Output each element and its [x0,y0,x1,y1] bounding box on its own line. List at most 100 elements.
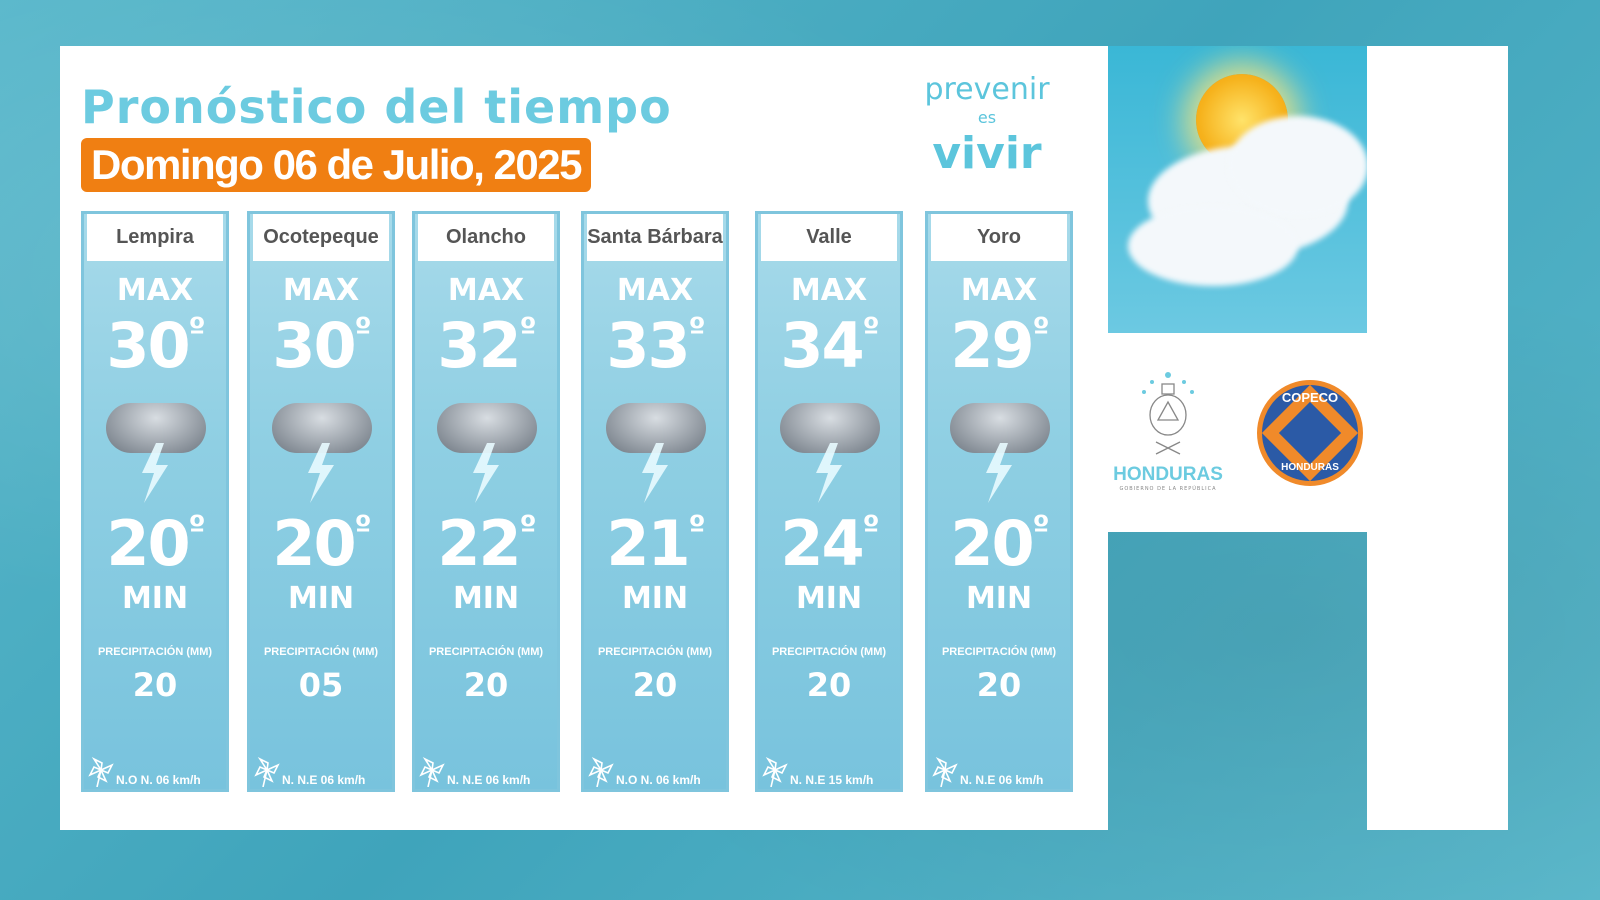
thunderstorm-cloud-icon [928,383,1070,507]
degree: º [354,510,372,545]
precip-value: 20 [632,666,678,704]
precip-label: PRECIPITACIÓN (MM) [597,646,713,658]
max-temp: 34º [758,309,900,383]
wind-text: N.O N. 06 km/h [616,773,701,787]
precip-value: 20 [976,666,1022,704]
min-temp: 21º [584,507,726,581]
date-banner: Domingo 06 de Julio, 2025 [81,138,591,192]
white-bar [1367,46,1508,830]
max-label: MAX [447,273,525,308]
precip-label: PRECIPITACIÓN (MM) [428,646,544,658]
brand-line2: es [977,108,997,127]
forecast-card: Valle MAX 34º 24º MIN PRECIPITACIÓN (MM)… [755,211,903,792]
pinwheel-icon [88,757,114,787]
wind-text: N.O N. 06 km/h [116,773,201,787]
max-temp: 32º [415,309,557,383]
wind-info: N. N.E 15 km/h [762,757,873,787]
max-label: MAX [282,273,360,308]
pinwheel-icon [932,757,958,787]
min-label: MIN [965,581,1033,616]
max-temp: 30º [84,309,226,383]
wind-text: N. N.E 06 km/h [282,773,366,787]
wind-info: N. N.E 06 km/h [932,757,1043,787]
department-name: Ocotepeque [253,214,389,261]
forecast-card: Ocotepeque MAX 30º 20º MIN PRECIPITACIÓN… [247,211,395,792]
forecast-card: Olancho MAX 32º 22º MIN PRECIPITACIÓN (M… [412,211,560,792]
wind-text: N. N.E 06 km/h [960,773,1044,787]
min-value: 24 [780,507,864,580]
min-value: 20 [272,507,356,580]
min-value: 20 [950,507,1034,580]
degree: º [688,510,706,545]
precip-value: 20 [463,666,509,704]
thunderstorm-cloud-icon [584,383,726,507]
coat-of-arms-icon [1142,372,1194,455]
min-label: MIN [287,581,355,616]
wind-info: N.O N. 06 km/h [88,757,201,787]
max-label: MAX [616,273,694,308]
degree: º [354,312,372,347]
department-name: Santa Bárbara [587,214,723,261]
thunderstorm-cloud-icon [250,383,392,507]
precip-value: 20 [132,666,178,704]
min-label: MIN [795,581,863,616]
min-temp: 22º [415,507,557,581]
page-title: Pronóstico del tiempo [81,80,672,134]
max-temp: 33º [584,309,726,383]
precip-value: 20 [806,666,852,704]
department-name: Valle [761,214,897,261]
min-label: MIN [452,581,520,616]
min-label: MIN [621,581,689,616]
max-temp: 29º [928,309,1070,383]
thunderstorm-cloud-icon [415,383,557,507]
pinwheel-icon [588,757,614,787]
max-label: MAX [790,273,868,308]
min-temp: 24º [758,507,900,581]
max-value: 30 [272,309,356,382]
honduras-logo-text: HONDURAS [1113,464,1223,485]
degree: º [1032,312,1050,347]
honduras-government-logo: HONDURAS GOBIERNO DE LA REPÚBLICA [1108,370,1228,493]
degree: º [519,510,537,545]
max-value: 29 [950,309,1034,382]
degree: º [1032,510,1050,545]
max-temp: 30º [250,309,392,383]
min-temp: 20º [928,507,1070,581]
precip-label: PRECIPITACIÓN (MM) [941,646,1057,658]
min-value: 22 [437,507,521,580]
prevenir-es-vivir-logo: prevenir es vivir [912,72,1062,180]
precip-label: PRECIPITACIÓN (MM) [263,646,379,658]
sun-cloud-image [1108,46,1367,333]
honduras-logo-subtext: GOBIERNO DE LA REPÚBLICA [1119,486,1217,492]
min-temp: 20º [250,507,392,581]
department-name: Lempira [87,214,223,261]
degree: º [519,312,537,347]
pinwheel-icon [762,757,788,787]
wind-info: N. N.E 06 km/h [419,757,530,787]
thunderstorm-cloud-icon [758,383,900,507]
forecast-card: Santa Bárbara MAX 33º 21º MIN PRECIPITAC… [581,211,729,792]
max-value: 33 [606,309,690,382]
max-label: MAX [116,273,194,308]
brand-line3: vivir [932,128,1042,179]
brand-line1: prevenir [924,72,1050,107]
pinwheel-icon [254,757,280,787]
department-name: Olancho [418,214,554,261]
max-value: 30 [106,309,190,382]
precip-label: PRECIPITACIÓN (MM) [97,646,213,658]
max-value: 32 [437,309,521,382]
degree: º [862,510,880,545]
degree: º [188,510,206,545]
min-value: 21 [606,507,690,580]
thunderstorm-cloud-icon [84,383,226,507]
forecast-card: Yoro MAX 29º 20º MIN PRECIPITACIÓN (MM) … [925,211,1073,792]
department-name: Yoro [931,214,1067,261]
min-temp: 20º [84,507,226,581]
degree: º [688,312,706,347]
wind-text: N. N.E 06 km/h [447,773,531,787]
min-label: MIN [121,581,189,616]
wind-info: N.O N. 06 km/h [588,757,701,787]
max-value: 34 [780,309,864,382]
wind-info: N. N.E 06 km/h [254,757,365,787]
max-label: MAX [960,273,1038,308]
